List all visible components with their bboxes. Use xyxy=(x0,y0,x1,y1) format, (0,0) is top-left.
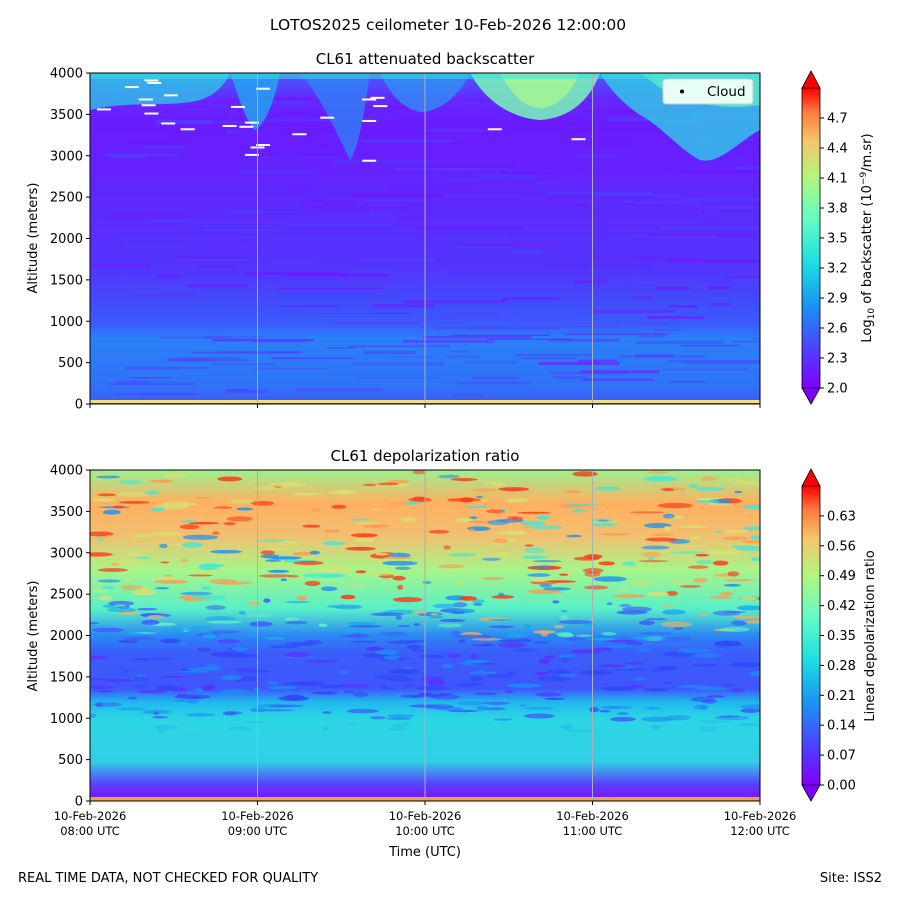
colorbar-tick-label: 0.56 xyxy=(827,539,856,554)
depolarization-xlabel: Time (UTC) xyxy=(388,845,461,860)
depolarization-ylabel: Altitude (meters) xyxy=(26,581,41,692)
colorbar-tick-label: 0.63 xyxy=(827,509,856,524)
y-tick-label: 500 xyxy=(58,356,83,371)
backscatter-colorbar: 2.0 2.3 2.6 2.9 3.2 3.5 3.8 4.1 4.4 4.7 Log10 of … xyxy=(801,70,877,405)
colorbar-tick-label: 0.14 xyxy=(827,719,856,734)
backscatter-title: CL61 attenuated backscatter xyxy=(316,50,535,68)
y-tick-label: 2500 xyxy=(50,191,83,206)
y-tick-label: 2000 xyxy=(50,629,83,644)
depolarization-gridlines xyxy=(257,470,593,801)
x-tick-date-label: 10-Feb-2026 xyxy=(389,809,462,823)
x-tick-date-label: 10-Feb-2026 xyxy=(724,809,797,823)
colorbar-tick-label: 4.7 xyxy=(827,112,848,127)
colorbar-tick-label: 4.1 xyxy=(827,172,848,187)
cloud-markers xyxy=(96,79,586,162)
figure-suptitle: LOTOS2025 ceilometer 10-Feb-2026 12:00:0… xyxy=(270,16,626,34)
y-tick-label: 1000 xyxy=(50,315,83,330)
x-tick-time-label: 11:00 UTC xyxy=(563,824,623,838)
y-tick-label: 0 xyxy=(75,398,83,413)
colorbar-tick-label: 0.42 xyxy=(827,599,856,614)
y-tick-label: 3500 xyxy=(50,505,83,520)
colorbar-tick-label: 3.2 xyxy=(827,262,848,277)
y-tick-label: 500 xyxy=(58,753,83,768)
cloud-legend-label: Cloud xyxy=(707,84,746,100)
y-tick-label: 4000 xyxy=(50,464,83,479)
backscatter-ylabel: Altitude (meters) xyxy=(26,183,41,294)
colorbar-tick-label: 2.3 xyxy=(827,352,848,367)
x-tick-date-label: 10-Feb-2026 xyxy=(556,809,629,823)
y-tick-label: 2500 xyxy=(50,588,83,603)
colorbar-tick-label: 0.28 xyxy=(827,659,856,674)
colorbar-tick-label: 0.49 xyxy=(827,569,856,584)
x-tick-time-label: 12:00 UTC xyxy=(730,824,790,838)
y-tick-label: 1500 xyxy=(50,273,83,288)
colorbar-tick-label: 4.4 xyxy=(827,142,848,157)
colorbar-tick-label: 0.21 xyxy=(827,689,856,704)
y-tick-label: 0 xyxy=(75,795,83,810)
y-tick-label: 3000 xyxy=(50,149,83,164)
y-tick-label: 1500 xyxy=(50,670,83,685)
colorbar-tick-label: 0.07 xyxy=(827,749,856,764)
x-tick-date-label: 10-Feb-2026 xyxy=(221,809,294,823)
colorbar-tick-label: 0.35 xyxy=(827,629,856,644)
cloud-legend: Cloud xyxy=(662,78,754,105)
colorbar-tick-label: 0.00 xyxy=(827,779,856,794)
footer-site: Site: ISS2 xyxy=(820,871,882,886)
footer-quality-note: REAL TIME DATA, NOT CHECKED FOR QUALITY xyxy=(18,871,318,886)
cloud-legend-marker xyxy=(680,89,684,94)
colorbar-tick-label: 3.8 xyxy=(827,202,848,217)
y-tick-label: 3000 xyxy=(50,546,83,561)
x-tick-time-label: 09:00 UTC xyxy=(228,824,288,838)
backscatter-colorbar-label: Log10 of backscatter (10−9/m.sr) xyxy=(859,133,877,342)
y-tick-label: 1000 xyxy=(50,712,83,727)
colorbar-tick-label: 2.0 xyxy=(827,382,848,397)
depolarization-colorbar-label: Linear depolarization ratio xyxy=(863,550,878,721)
depolarization-colorbar-gradient xyxy=(802,486,820,785)
x-tick-time-label: 08:00 UTC xyxy=(60,824,120,838)
depolarization-colorbar: 0.00 0.07 0.14 0.21 0.28 0.35 0.42 0.49 0.56 0.63… xyxy=(801,468,878,802)
colorbar-tick-label: 2.6 xyxy=(827,322,848,337)
colorbar-tick-label: 2.9 xyxy=(827,292,848,307)
backscatter-gridlines xyxy=(257,73,593,404)
y-tick-label: 4000 xyxy=(50,67,83,82)
backscatter-x-ticks xyxy=(89,404,761,408)
depolarization-panel: CL61 depolarization ratio 0 500 1000 1500 20… xyxy=(26,447,878,860)
colorbar-tick-label: 3.5 xyxy=(827,232,848,247)
y-tick-label: 3500 xyxy=(50,108,83,123)
depolarization-title: CL61 depolarization ratio xyxy=(331,447,520,465)
y-tick-label: 2000 xyxy=(50,232,83,247)
backscatter-colorbar-gradient xyxy=(802,88,820,388)
backscatter-panel: CL61 attenuated backscatter 0 500 1000 1500… xyxy=(26,50,877,413)
backscatter-y-axis: 0 500 1000 1500 2000 2500 3000 3500 4000 xyxy=(50,67,90,413)
x-tick-date-label: 10-Feb-2026 xyxy=(54,809,127,823)
depolarization-y-axis: 0 500 1000 1500 2000 2500 3000 3500 4000 xyxy=(50,464,90,810)
depolarization-texture xyxy=(90,470,760,734)
x-tick-time-label: 10:00 UTC xyxy=(395,824,455,838)
